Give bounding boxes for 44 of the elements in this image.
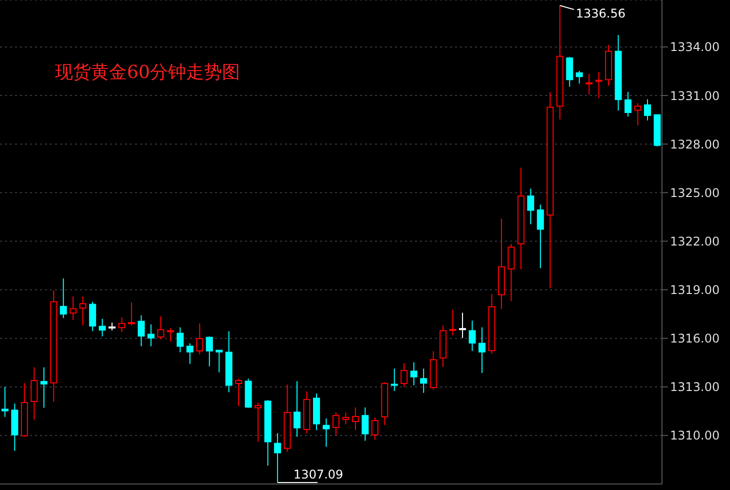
y-tick-label: 1325.00 bbox=[670, 186, 720, 200]
candlestick bbox=[498, 218, 505, 310]
candlestick bbox=[556, 5, 564, 120]
candlestick bbox=[274, 432, 282, 484]
candlestick bbox=[50, 290, 58, 402]
y-tick-label: 1322.00 bbox=[670, 234, 720, 248]
candlestick bbox=[420, 368, 428, 394]
candlestick bbox=[322, 418, 330, 448]
y-tick-label: 1310.00 bbox=[670, 428, 720, 443]
candlestick bbox=[40, 366, 48, 408]
text: 现货黄金60分钟走势图 bbox=[55, 62, 240, 83]
candlestick bbox=[352, 406, 359, 431]
candlestick bbox=[527, 188, 534, 225]
candlestick bbox=[517, 167, 524, 270]
candlestick bbox=[98, 318, 106, 337]
candlestick bbox=[605, 44, 612, 86]
y-tick-label: 1313.00 bbox=[670, 380, 720, 394]
candlestick bbox=[614, 34, 622, 112]
candlestick bbox=[478, 326, 486, 374]
y-tick-label: 1328.00 bbox=[670, 137, 720, 152]
candlestick bbox=[362, 406, 369, 442]
candlestick bbox=[118, 316, 126, 332]
y-tick-label: 1316.00 bbox=[670, 332, 720, 346]
candlestick bbox=[459, 312, 466, 338]
candlestick bbox=[595, 71, 602, 98]
candlestick bbox=[342, 412, 350, 425]
candlestick bbox=[644, 98, 651, 121]
candlestick bbox=[536, 204, 544, 269]
annotation: 1307.09 bbox=[294, 468, 344, 482]
candlestick bbox=[30, 366, 38, 420]
candlestick bbox=[546, 91, 554, 289]
candlestick bbox=[176, 326, 184, 353]
candlestick bbox=[147, 324, 154, 347]
y-tick-label: 1334.00 bbox=[670, 40, 720, 54]
candlestick bbox=[586, 73, 593, 96]
annotation: 1336.56 bbox=[576, 6, 626, 21]
candlestick bbox=[138, 314, 145, 347]
candlestick bbox=[79, 296, 86, 326]
candlestick bbox=[70, 296, 77, 321]
candlestick bbox=[89, 301, 96, 332]
y-tick-label: 1319.00 bbox=[670, 283, 720, 298]
y-tick-label: 1331.00 bbox=[670, 88, 720, 103]
candlestick bbox=[1, 386, 8, 418]
candlestick bbox=[468, 320, 476, 352]
